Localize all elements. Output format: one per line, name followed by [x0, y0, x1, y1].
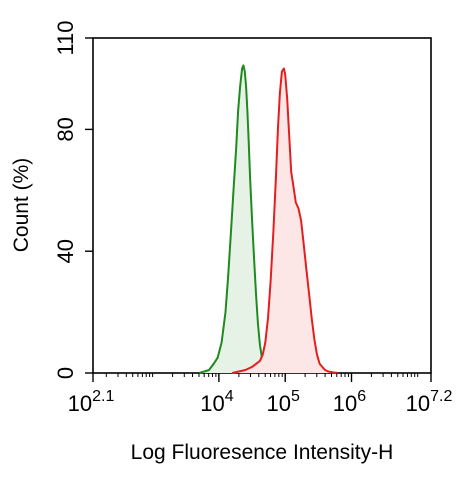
x-tick-base: 10 — [68, 391, 92, 416]
x-tick-exponent: 5 — [291, 388, 300, 405]
series-2-line — [231, 67, 339, 374]
x-tick-label: 107.2 — [406, 388, 453, 416]
x-major-ticks: 102.1 104 105 106 107.2 — [68, 373, 453, 416]
y-tick-label: 40 — [53, 239, 78, 263]
x-tick-exponent: 2.1 — [92, 388, 114, 405]
y-ticks: 0 40 80 110 — [53, 20, 93, 379]
x-tick-exponent: 7.2 — [430, 388, 452, 405]
plot-frame — [92, 37, 432, 374]
x-tick-label: 106 — [333, 388, 366, 416]
y-tick-label: 110 — [53, 20, 78, 55]
x-tick-exponent: 4 — [225, 388, 234, 405]
series-2-fill — [232, 68, 339, 373]
x-tick-base: 10 — [406, 391, 430, 416]
series-layer — [198, 64, 339, 374]
x-tick-base: 10 — [200, 391, 224, 416]
x-tick-label: 102.1 — [68, 388, 115, 416]
y-tick-label: 80 — [53, 117, 78, 141]
y-axis-label: Count (%) — [10, 158, 33, 253]
series-1-fill — [199, 65, 274, 374]
x-axis-label: Log Fluoresence Intensity-H — [131, 441, 394, 464]
x-tick-base: 10 — [333, 391, 357, 416]
x-tick-base: 10 — [267, 391, 291, 416]
y-tick-label: 0 — [53, 367, 78, 379]
x-tick-label: 104 — [200, 388, 233, 416]
x-tick-exponent: 6 — [357, 388, 366, 405]
x-tick-label: 105 — [267, 388, 300, 416]
